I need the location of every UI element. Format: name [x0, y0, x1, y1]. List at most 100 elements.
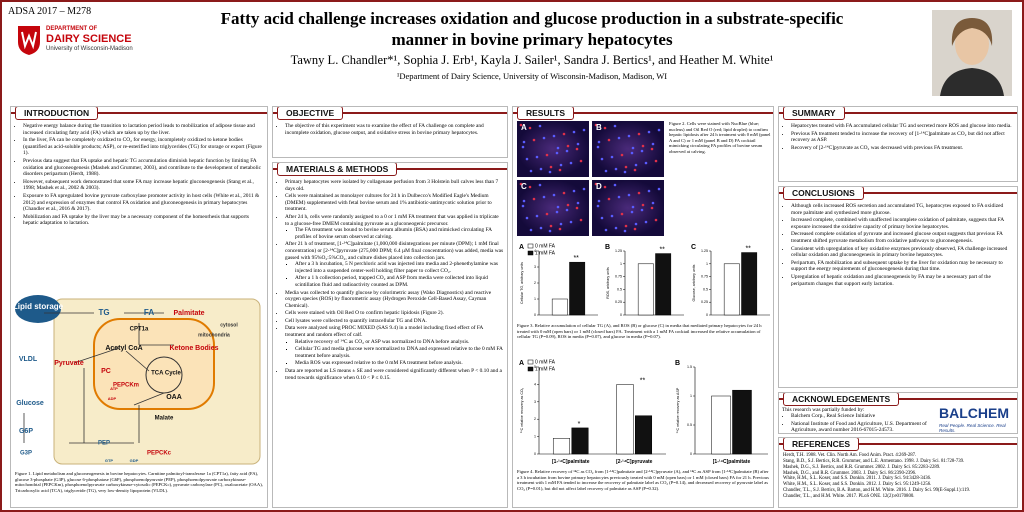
cell-dot: [631, 205, 635, 209]
cell-dot: [623, 170, 627, 174]
section-body: Although cells increased ROS secretion a…: [782, 203, 1014, 288]
cell-dot: [576, 142, 580, 146]
diagram-label: FA: [144, 308, 154, 317]
cell-dot: [650, 147, 654, 151]
bar: [741, 252, 758, 316]
x-group-label: [2-¹⁴C]pyruvate: [616, 459, 653, 465]
conclusions-section: CONCLUSIONS Although cells increased ROS …: [778, 186, 1018, 388]
cell-dot: [572, 189, 576, 193]
header-rule: [779, 112, 1017, 114]
cell-dot: [603, 185, 607, 189]
y-tick-label: 2: [534, 417, 536, 421]
bullet: Data were analyzed using PROC MIXED (SAS…: [285, 325, 504, 367]
y-tick-label: 0: [534, 452, 536, 456]
y-tick-label: 1: [706, 262, 708, 266]
bullet: Exposure to FA upregulated bovine pyruva…: [23, 193, 264, 213]
cell-dot: [657, 187, 661, 191]
significance: **: [573, 255, 579, 262]
methods-section: MATERIALS & METHODS Primary hepatocytes w…: [272, 162, 508, 508]
cell-dot: [603, 126, 607, 130]
y-tick-label: 1: [690, 394, 692, 398]
y-tick-label: 0: [534, 313, 536, 317]
bullet-list: Hepatocytes treated with FA accumulated …: [782, 123, 1014, 151]
y-tick-label: 4: [534, 382, 536, 386]
cell-dot: [521, 204, 525, 208]
x-group-label: [1-¹⁴C]palmitate: [552, 459, 590, 465]
arrow: [125, 350, 150, 372]
cell-dot: [575, 206, 579, 210]
cell-dot: [572, 130, 576, 134]
cell-dot: [545, 153, 549, 157]
cell-dot: [630, 210, 634, 214]
cell-dot: [576, 201, 580, 205]
cell-dot: [535, 214, 539, 218]
cell-dot: [552, 193, 556, 197]
chart-letter: A: [519, 360, 524, 367]
bullet: National Institute of Food and Agricultu…: [791, 421, 932, 433]
header-rule: [779, 443, 1017, 445]
figure-caption: Figure 4. Relative recovery of ¹⁴C as CO…: [517, 469, 769, 491]
cell-dot: [558, 168, 562, 172]
cell-dot: [538, 124, 542, 128]
bullet: Consistent with upregulation of key oxid…: [791, 246, 1014, 259]
bar-chart: A ¹⁴C relative recovery as CO₂ 0 1 2 3 4 5 * [1-¹…: [519, 359, 666, 465]
cell-dot: [548, 229, 552, 233]
sub-bullet: Cellular TG and media glucose were norma…: [295, 346, 504, 359]
y-axis-label: ROS, arbitrary units: [606, 267, 610, 299]
cell-dot: [539, 226, 543, 230]
mitochondria: [93, 318, 215, 410]
cell-dot: [555, 151, 559, 155]
diagram-label: CPT1a: [130, 327, 149, 333]
introduction-section: INTRODUCTION Negative energy balance duri…: [10, 106, 268, 508]
bar: [616, 384, 634, 455]
bullet-text: Data were analyzed using PROC MIXED (SAS…: [285, 325, 484, 339]
cell-dot: [566, 144, 570, 148]
chart-letter: B: [675, 360, 680, 367]
diagram-label: G6P: [19, 428, 33, 435]
cell-dot: [525, 157, 529, 161]
bullet: However, subsequent work demonstrated th…: [23, 179, 264, 192]
cell-dot: [529, 169, 533, 173]
cell-dot: [627, 193, 631, 197]
bullet: Balchem Corp., Real Science Initiative: [791, 413, 932, 420]
bullet: Negative energy balance during the trans…: [23, 123, 264, 136]
bar-chart: B ROS, arbitrary units 0 0.25 0.5 0.75 1 1.25 **: [605, 244, 684, 317]
y-tick-label: 0.5: [617, 287, 622, 291]
legend-label: 0 mM FA: [535, 360, 556, 366]
diagram-label: OAA: [166, 394, 182, 401]
figure-caption: Figure 3. Relative accumulation of cellu…: [517, 323, 762, 339]
diagram-label: G3P: [20, 451, 32, 457]
sub-list: After a 3 h incubation, 5 N perchloric a…: [285, 261, 504, 288]
cell-dot: [556, 205, 560, 209]
y-tick-label: 1: [620, 262, 622, 266]
legend-swatch: [527, 359, 534, 365]
cell-dot: [562, 132, 566, 136]
bullet: After 21 h of treatment, [1-¹⁴C]palmitat…: [285, 241, 504, 288]
cell-dot: [650, 206, 654, 210]
bullet-text: Data are reported as LS means ± SE and w…: [285, 368, 502, 381]
cell-dot: [604, 228, 608, 232]
y-tick-label: 0.25: [615, 300, 622, 304]
bar: [635, 415, 653, 455]
cell-dot: [539, 167, 543, 171]
y-tick-label: 1.25: [701, 249, 708, 253]
bullet: Previous FA treatment tended to increase…: [791, 131, 1014, 144]
sub-bullet: Relative recovery of ¹⁴C as CO₂ or ASP w…: [295, 339, 504, 346]
cell-dot: [644, 220, 648, 224]
cell-dot: [594, 123, 598, 127]
section-body: The objective of this experiment was to …: [276, 123, 504, 137]
bullet: Cell lysates were collected to quantify …: [285, 318, 504, 325]
cell-dot: [630, 151, 634, 155]
diagram-label: Ketone Bodies: [169, 345, 218, 352]
cell-dot: [535, 155, 539, 159]
logo-line: University of Wisconsin-Madison: [46, 46, 133, 52]
results-section: RESULTS A B C D Figure 2. Cells were stained …: [512, 106, 774, 508]
cell-dot: [542, 195, 546, 199]
chart-letter: C: [691, 244, 696, 251]
cell-dot: [549, 165, 553, 169]
bullet-list: Negative energy balance during the trans…: [14, 123, 264, 227]
y-tick-label: 1: [534, 297, 536, 301]
bullet-text: Cells were maintained as monolayer cultu…: [285, 193, 492, 213]
arrow: [73, 347, 120, 364]
cell-dot: [559, 163, 563, 167]
